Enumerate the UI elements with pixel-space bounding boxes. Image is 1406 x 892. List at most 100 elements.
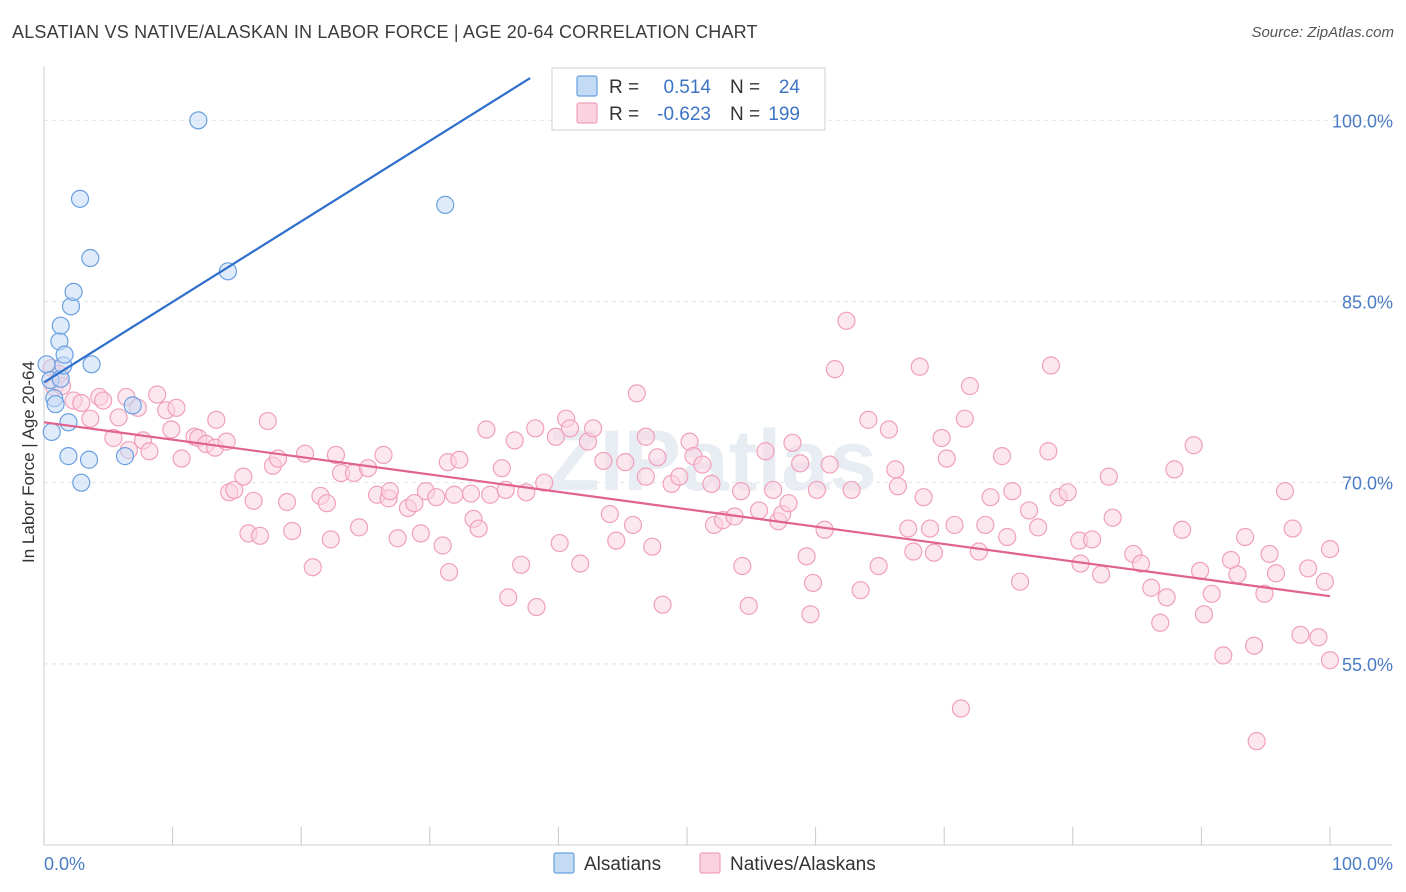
native-point (349, 518, 369, 537)
native-point (879, 420, 899, 439)
native-point (411, 524, 430, 543)
native-point (594, 451, 613, 471)
native-point (1082, 530, 1102, 549)
native-point (1255, 584, 1274, 603)
native-point (791, 454, 810, 473)
native-point (801, 605, 820, 624)
alsatian-point (59, 447, 78, 466)
native-point (1202, 584, 1221, 603)
series-legend: Alsatians Natives/Alaskans (553, 852, 876, 875)
native-point (1151, 613, 1170, 632)
alsatian-point (64, 282, 83, 301)
x-tick-label: 100.0% (1332, 854, 1393, 874)
native-point (1039, 442, 1058, 461)
native-point (499, 588, 518, 607)
native-point (1247, 732, 1266, 751)
stats-legend: R = 0.514 N = 24 R = -0.623 N = 199 (551, 67, 826, 131)
legend-swatch-natives-bottom (699, 852, 721, 874)
native-point (969, 542, 989, 561)
native-point (1283, 519, 1302, 538)
native-point (756, 442, 775, 461)
native-point (439, 562, 459, 582)
native-point (1142, 578, 1161, 597)
native-point (825, 360, 844, 379)
native-point (225, 480, 244, 500)
legend-label-alsatians: Alsatians (584, 854, 661, 875)
native-point (321, 530, 340, 549)
native-point (94, 391, 113, 410)
alsatian-point (51, 316, 70, 335)
native-point (303, 558, 322, 577)
native-point (550, 533, 569, 553)
native-point (295, 444, 315, 463)
native-point (1157, 588, 1176, 607)
gridlines (44, 119, 1392, 665)
native-point (937, 449, 956, 468)
native-point (445, 485, 464, 504)
native-point (869, 556, 888, 576)
native-point (627, 384, 646, 403)
native-point (1315, 572, 1334, 591)
native-point (1099, 467, 1118, 486)
native-point (731, 482, 751, 501)
axes (43, 66, 1392, 846)
native-point (886, 460, 905, 479)
alsatian-point (189, 111, 208, 130)
native-point (1194, 605, 1214, 624)
native-point (546, 427, 565, 446)
legend-r-label-natives: R = (609, 104, 639, 125)
native-point (998, 527, 1017, 547)
native-point (162, 420, 181, 439)
legend-label-natives: Natives/Alaskans (730, 854, 876, 875)
legend-r-value-alsatians: 0.514 (663, 77, 711, 98)
native-point (779, 494, 798, 513)
native-point (571, 554, 590, 573)
native-point (277, 492, 297, 512)
native-point (109, 408, 128, 427)
native-point (104, 428, 123, 448)
legend-swatch-alsatians (576, 75, 598, 97)
native-point (1260, 544, 1279, 564)
native-point (1214, 646, 1233, 665)
native-point (1028, 518, 1048, 537)
native-point (1091, 565, 1111, 584)
alsatians-points (37, 111, 455, 492)
native-point (1266, 564, 1286, 583)
alsatians-trend-line (43, 77, 531, 384)
alsatian-point (436, 195, 455, 214)
chart-title: ALSATIAN VS NATIVE/ALASKAN IN LABOR FORC… (12, 22, 758, 42)
native-point (167, 398, 186, 417)
native-point (992, 447, 1012, 466)
native-point (648, 448, 667, 467)
x-tick-label: 0.0% (44, 854, 85, 874)
legend-n-label-alsatians: N = (730, 77, 760, 98)
alsatian-point (72, 473, 91, 492)
native-point (807, 480, 826, 500)
native-point (1010, 572, 1030, 591)
native-point (1245, 636, 1264, 655)
trend-lines (43, 77, 1331, 598)
native-point (1309, 628, 1328, 647)
native-point (527, 597, 546, 617)
native-point (1103, 508, 1122, 527)
native-point (670, 467, 689, 486)
alsatian-point (70, 189, 90, 208)
alsatian-point (42, 422, 61, 442)
native-point (1291, 625, 1310, 644)
source-credit: Source: ZipAtlas.com (1251, 24, 1394, 41)
native-point (148, 385, 167, 404)
alsatian-point (82, 355, 101, 374)
y-tick-label: 70.0% (1342, 474, 1393, 494)
native-point (461, 484, 481, 503)
native-point (899, 519, 918, 538)
alsatian-point (115, 447, 135, 466)
native-point (477, 420, 496, 439)
native-point (1019, 501, 1039, 520)
native-point (955, 409, 974, 428)
alsatian-point (55, 345, 74, 364)
alsatian-point (46, 395, 65, 414)
native-point (643, 537, 662, 556)
native-point (535, 473, 554, 492)
native-point (1228, 565, 1247, 584)
